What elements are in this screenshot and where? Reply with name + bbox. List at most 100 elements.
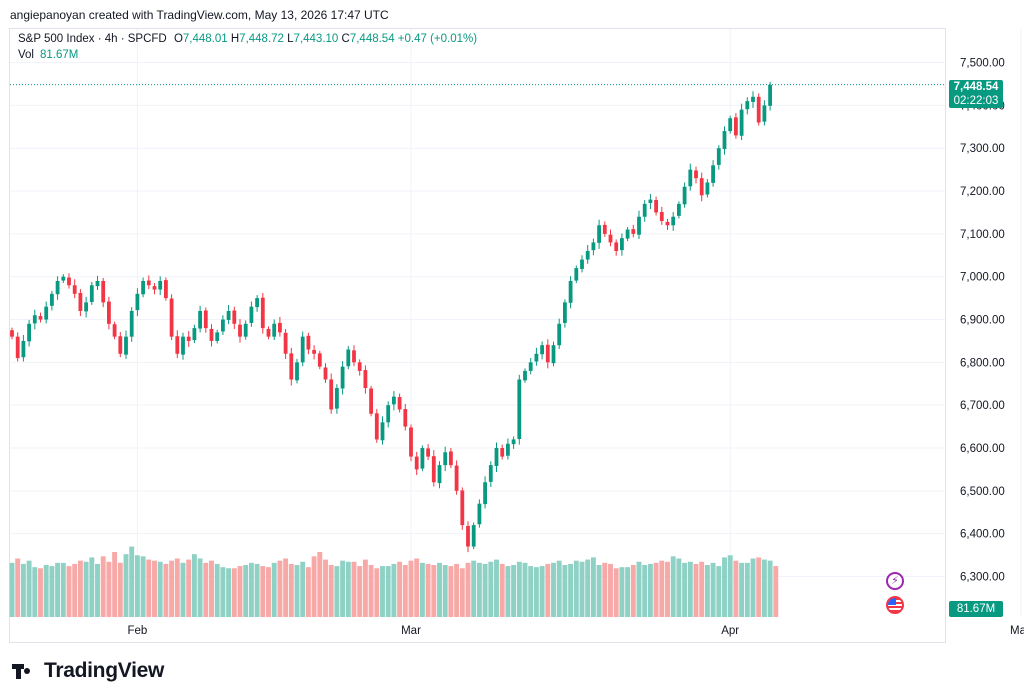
candle-body — [637, 216, 641, 235]
volume-bar — [425, 563, 431, 617]
candle-body — [357, 362, 362, 371]
volume-bar — [391, 563, 397, 617]
candle-body — [580, 259, 584, 269]
candle-body — [756, 96, 761, 123]
candle-body — [10, 330, 14, 337]
candle-body — [55, 280, 60, 295]
candle-body — [431, 456, 436, 483]
brand-name: TradingView — [44, 659, 165, 682]
volume-bar — [499, 563, 505, 617]
candle-body — [78, 292, 83, 311]
candle-body — [363, 370, 368, 389]
volume-bar — [722, 557, 727, 617]
candle-body — [751, 96, 755, 102]
volume-bar — [516, 561, 522, 617]
volume-bar — [465, 562, 471, 617]
volume-bar — [533, 567, 539, 617]
candle-body — [620, 238, 624, 251]
volume-bar — [556, 560, 562, 617]
candle-body — [734, 117, 738, 136]
volume-bar — [117, 562, 123, 617]
candle-body — [762, 105, 767, 122]
volume-bar — [20, 563, 26, 617]
symbol-name[interactable]: S&P 500 Index · 4h · SPCFD — [18, 33, 167, 45]
candle-body — [38, 316, 43, 320]
close-label: C — [341, 33, 350, 45]
candle-body — [44, 306, 49, 320]
candle-body — [665, 221, 670, 226]
volume-bars — [9, 546, 779, 617]
open-value: 7,448.01 — [182, 33, 228, 45]
volume-bar — [186, 559, 192, 617]
volume-bar — [95, 563, 100, 617]
volume-bar — [402, 565, 408, 617]
candle-body — [426, 448, 430, 457]
volume-bar — [767, 560, 773, 617]
volume-bar — [454, 563, 460, 617]
candle-body — [226, 310, 231, 320]
candle-body — [574, 268, 579, 281]
candle-body — [192, 328, 197, 341]
candle-body — [694, 170, 698, 179]
volume-bar — [437, 562, 442, 617]
candle-body — [198, 310, 202, 329]
candle-body — [483, 482, 487, 505]
candle-body — [500, 448, 505, 457]
volume-bar — [49, 566, 55, 617]
candle-body — [260, 297, 265, 329]
candle-body — [283, 332, 288, 354]
candle-body — [129, 310, 134, 337]
candle-body — [642, 203, 647, 217]
volume-bar — [636, 561, 642, 617]
candle-body — [21, 340, 26, 358]
candle-body — [95, 280, 100, 287]
volume-bar — [283, 558, 289, 617]
candle-body — [61, 276, 66, 281]
candle-body — [72, 285, 77, 294]
candle-body — [722, 131, 727, 150]
candle-body — [107, 301, 111, 324]
volume-legend: Vol 81.67M — [18, 49, 78, 61]
candle-body — [32, 315, 37, 324]
volume-bar — [146, 559, 152, 617]
last-price-tag: 7,448.54 02:22:03 — [949, 80, 1003, 108]
volume-bar — [380, 566, 385, 617]
lightning-icon[interactable]: ⚡ — [886, 572, 904, 590]
volume-bar — [231, 568, 237, 617]
volume-bar — [60, 562, 66, 617]
volume-bar — [180, 562, 186, 617]
candle-body — [460, 490, 465, 526]
volume-bar — [83, 561, 89, 617]
candle-body — [152, 286, 157, 290]
volume-bar — [744, 562, 750, 617]
candle-body — [346, 349, 351, 367]
low-label: L — [287, 33, 294, 45]
high-label: H — [230, 33, 240, 45]
price-tick-label: 7,000.00 — [960, 272, 1005, 284]
candle-body — [300, 336, 305, 363]
candle-body — [255, 298, 259, 308]
volume-bar — [368, 565, 374, 617]
candle-body — [654, 200, 658, 213]
volume-bar — [750, 558, 756, 617]
candle-body — [135, 293, 140, 311]
volume-bar — [761, 559, 767, 617]
volume-bar — [488, 561, 494, 617]
volume-bar — [32, 567, 38, 617]
high-value: 7,448.72 — [239, 33, 284, 45]
volume-bar — [9, 562, 15, 617]
price-tick-label: 6,700.00 — [960, 400, 1005, 412]
volume-label: Vol — [18, 49, 34, 61]
candle-body — [602, 224, 607, 234]
price-tick-label: 6,900.00 — [960, 315, 1005, 327]
us-flag-icon[interactable] — [886, 596, 904, 614]
volume-bar — [659, 560, 665, 617]
candle-body — [403, 409, 408, 427]
volume-bar — [334, 566, 340, 617]
candle-body — [699, 178, 704, 196]
candle-body — [745, 101, 750, 110]
candle-body — [671, 216, 676, 226]
volume-bar — [687, 561, 693, 617]
last-price-value: 7,448.54 — [953, 81, 999, 93]
